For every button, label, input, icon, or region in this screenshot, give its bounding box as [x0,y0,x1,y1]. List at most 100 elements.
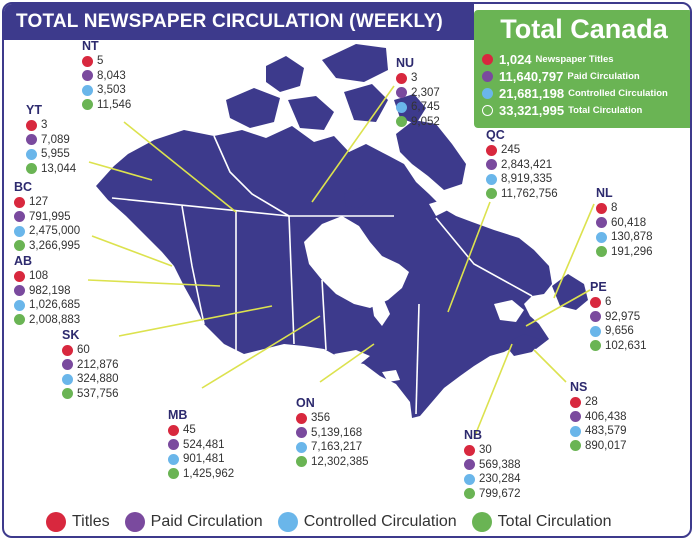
leader-nl [553,203,595,299]
province-stat-row: 1,425,962 [168,467,234,482]
total-dot-icon [396,116,407,128]
legend-label: Titles [72,513,110,530]
paid-dot-icon [62,359,73,371]
province-pe: PE 6 92,975 9,656 102,631 [590,280,647,353]
province-stat-row: 2,307 [396,86,440,101]
total-value: 2,008,883 [29,313,81,326]
leader-yt [88,161,153,181]
paid-dot-icon [296,427,307,439]
controlled-legend-dot-icon [277,512,298,532]
arctic-island-3 [288,96,334,130]
leader-ns [533,349,567,383]
province-stat-row: 2,843,421 [486,158,558,173]
total-value: 13,044 [41,162,77,175]
province-ab: AB 108 982,198 1,026,685 2,008,883 [14,254,80,327]
total-value: 12,302,385 [311,455,369,468]
total-value: 3,266,995 [29,239,81,252]
titles-value: 6 [605,296,612,309]
titles-value: 108 [29,270,49,283]
great-lakes [334,350,400,382]
province-stat-row: 406,438 [570,410,627,425]
province-stat-row: 569,388 [464,458,521,473]
leader-ab [87,279,221,287]
total-dot-icon [296,456,307,468]
province-code: NL [596,186,613,200]
province-code: BC [14,180,33,194]
total-dot-icon [82,99,93,111]
total-value: 537,756 [77,387,119,400]
paid-dot-icon [596,217,607,229]
controlled-dot-icon [296,441,307,453]
controlled-dot-icon [486,173,497,185]
paid-dot-icon [482,70,493,82]
total-controlled-label: Controlled Circulation [568,87,668,99]
titles-value: 127 [29,196,49,209]
province-stat-row: 127 [14,195,80,210]
provincial-borders [111,135,533,415]
titles-value: 28 [585,396,598,409]
controlled-value: 130,878 [611,231,653,244]
canada-map [87,44,595,439]
paid-dot-icon [590,311,601,323]
total-paid-label: Paid Circulation [567,70,640,82]
paid-dot-icon [14,211,25,223]
total-total-label: Total Circulation [568,104,643,116]
leader-pe [525,289,591,327]
controlled-value: 2,475,000 [29,225,81,238]
province-nl: NL 8 60,418 130,878 191,296 [596,186,653,259]
controlled-value: 901,481 [183,453,225,466]
province-stat-row: 7,089 [26,133,76,148]
titles-value: 5 [97,55,104,68]
legend-label: Total Circulation [497,513,612,530]
paid-dot-icon [396,87,407,99]
total-total-value: 33,321,995 [499,102,565,118]
province-stat-row: 524,481 [168,438,234,453]
southampton-island [344,188,370,208]
province-stat-row: 3,266,995 [14,239,80,254]
titles-dot-icon [82,55,93,67]
province-stat-row: 982,198 [14,284,80,299]
total-paid-row: 11,640,797 Paid Circulation [482,68,640,84]
total-titles-label: Newspaper Titles [535,53,614,65]
titles-dot-icon [596,202,607,214]
province-qc: QC 245 2,843,421 8,919,335 11,762,756 [486,128,558,201]
titles-dot-icon [396,72,407,84]
province-stat-row: 324,880 [62,372,119,387]
titles-dot-icon [590,296,601,308]
province-stat-row: 791,995 [14,210,80,225]
titles-value: 3 [41,119,48,132]
total-controlled-value: 21,681,198 [499,85,565,101]
province-stat-row: 3 [396,71,440,86]
controlled-dot-icon [464,473,475,485]
controlled-dot-icon [62,373,73,385]
titles-value: 30 [479,444,492,457]
leader-nb [473,343,513,439]
total-titles-value: 1,024 [499,51,532,67]
arctic-island-1 [226,88,280,128]
leader-bc [91,235,173,267]
controlled-value: 8,919,335 [501,173,553,186]
total-value: 799,672 [479,487,521,500]
leader-on [319,343,375,383]
titles-dot-icon [482,53,493,65]
paid-value: 7,089 [41,133,70,146]
baffin-island [396,120,466,190]
total-dot-icon [62,388,73,400]
total-dot-icon [486,188,497,200]
total-dot-icon [464,488,475,500]
province-code: NS [570,380,588,394]
province-stat-row: 9,656 [590,324,647,339]
legend-item-titles: Titles [46,512,110,532]
province-stat-row: 191,296 [596,245,653,260]
nova-scotia [504,334,542,356]
paid-value: 60,418 [611,216,647,229]
legend-item-controlled: Controlled Circulation [277,512,457,532]
controlled-value: 6,745 [411,101,440,114]
paid-value: 982,198 [29,284,71,297]
total-value: 9,052 [411,115,440,128]
titles-dot-icon [168,424,179,436]
arctic-island-5 [344,84,388,122]
province-stat-row: 901,481 [168,452,234,467]
province-code: MB [168,408,188,422]
